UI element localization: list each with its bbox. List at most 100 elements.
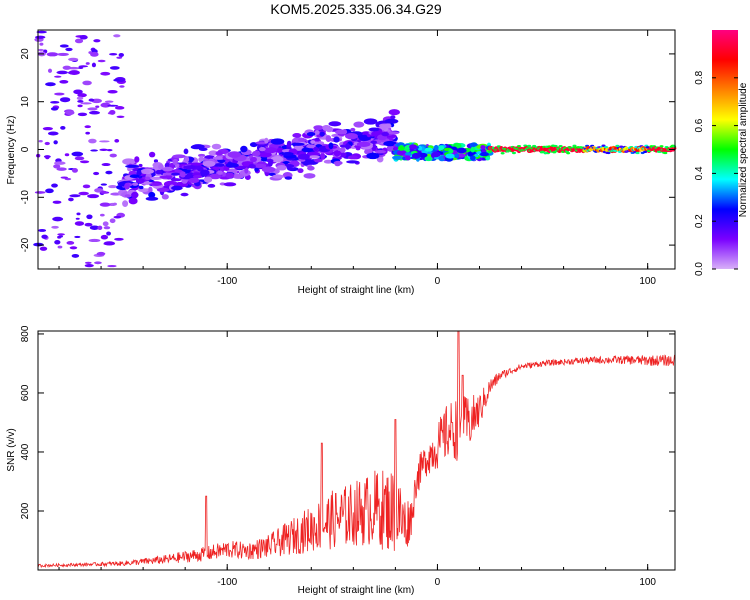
spectrogram-cell xyxy=(601,144,606,147)
spectrogram-cell xyxy=(558,144,563,148)
spectrogram-cell xyxy=(212,166,221,170)
spectrogram-cell xyxy=(270,138,285,145)
spectrogram-cell xyxy=(232,173,244,179)
spectrogram-cell xyxy=(328,121,342,127)
spectrogram-cell xyxy=(80,102,92,105)
snr-ytick-label: 200 xyxy=(20,502,31,519)
spectrogram-cell xyxy=(335,129,348,135)
spectrogram-cell xyxy=(77,104,83,108)
spectrogram-cell xyxy=(74,156,85,161)
spectrogram-cell xyxy=(334,162,341,167)
snr-ytick-label: 400 xyxy=(20,443,31,460)
spectrogram-cell xyxy=(180,192,189,197)
spectrogram-cell xyxy=(500,152,505,155)
spectrogram-cell xyxy=(356,141,371,147)
spectrogram-cell xyxy=(366,152,380,160)
spectrogram-cell xyxy=(301,147,314,153)
colorbar-gradient xyxy=(712,30,738,269)
spectrogram-cell xyxy=(511,151,516,155)
spectrogram-cell xyxy=(101,163,111,166)
snr-panel: -100 0 100 200 400 600 800 Height of straight … xyxy=(6,325,676,596)
spectrogram-cell xyxy=(313,125,324,131)
spectrogram-cell xyxy=(374,150,387,154)
spectrogram-cell xyxy=(65,110,75,115)
spectrogram-cell xyxy=(60,125,66,130)
spectrogram-cell xyxy=(114,139,120,143)
spectrogram-cell xyxy=(134,156,140,163)
spectrogram-cell xyxy=(606,151,611,155)
spectrogram-cell xyxy=(119,85,125,88)
spectrogram-cell xyxy=(480,152,489,157)
spectrogram-cell xyxy=(124,182,130,190)
spectrogram-cell xyxy=(107,89,118,94)
spectrogram-cell xyxy=(99,213,105,217)
spectrogram-cell xyxy=(191,144,205,150)
spectrogram-cell xyxy=(190,162,205,166)
spectrogram-cell xyxy=(487,150,492,153)
spectrogram-cell xyxy=(270,156,284,163)
spectrogram-cell xyxy=(57,52,69,56)
spectrogram-cell xyxy=(267,160,273,167)
spectrogram-xtick-label: -100 xyxy=(217,276,237,287)
spectrogram-cell xyxy=(109,53,118,56)
snr-xtick-label: 0 xyxy=(435,577,441,588)
spectrogram-cell xyxy=(368,127,380,132)
spectrogram-cell xyxy=(73,89,83,95)
spectrogram-cell xyxy=(249,142,258,148)
spectrogram-cell xyxy=(171,172,180,176)
spectrogram-cell xyxy=(208,150,218,156)
spectrogram-cell xyxy=(171,185,183,191)
spectrogram-cell xyxy=(456,147,467,154)
spectrogram-cell xyxy=(135,178,145,184)
spectrogram-cells xyxy=(33,30,677,268)
spectrogram-cell xyxy=(125,164,140,168)
spectrogram-cell xyxy=(306,144,316,149)
spectrogram-cell xyxy=(138,163,143,168)
spectrogram-cell xyxy=(184,155,190,163)
colorbar: 0.0 0.2 0.4 0.6 0.8 Normalized spectral ampl… xyxy=(694,30,749,276)
spectrogram-cell xyxy=(71,167,78,173)
colorbar-ticks: 0.0 0.2 0.4 0.6 0.8 xyxy=(694,70,738,276)
spectrogram-cell xyxy=(86,214,93,220)
spectrogram-cell xyxy=(438,145,445,150)
spectrogram-cell xyxy=(659,145,664,148)
spectrogram-cell xyxy=(540,150,545,153)
spectrogram-cell xyxy=(114,106,125,110)
spectrogram-cell xyxy=(223,182,237,187)
spectrogram-cell xyxy=(91,62,97,68)
spectrogram-cell xyxy=(308,155,321,159)
spectrogram-cell xyxy=(314,129,320,136)
spectrogram-xtick-label: 0 xyxy=(435,276,441,287)
spectrogram-cell xyxy=(77,99,84,103)
spectrogram-cell xyxy=(170,178,182,182)
colorbar-tick-label: 0.0 xyxy=(694,262,705,276)
spectrogram-cell xyxy=(397,145,405,151)
spectrogram-cell xyxy=(102,221,109,227)
spectrogram-cell xyxy=(292,133,302,138)
spectrogram-cell xyxy=(50,107,59,111)
spectrogram-cell xyxy=(45,155,50,160)
colorbar-tick-label: 0.2 xyxy=(694,214,705,228)
spectrogram-cell xyxy=(113,215,122,219)
spectrogram-cell xyxy=(470,155,476,161)
spectrogram-cell xyxy=(99,148,108,152)
snr-xlabel: Height of straight line (km) xyxy=(298,585,415,596)
spectrogram-cell xyxy=(223,166,230,172)
spectrogram-cell xyxy=(129,174,140,179)
spectrogram-cell xyxy=(387,131,400,135)
spectrogram-cell xyxy=(109,153,117,158)
spectrogram-cell xyxy=(57,233,65,236)
spectrogram-cell xyxy=(281,152,294,157)
spectrogram-cell xyxy=(88,238,101,243)
spectrogram-cell xyxy=(297,168,304,174)
spectrogram-cell xyxy=(663,151,668,155)
spectrogram-cell xyxy=(306,151,321,157)
spectrogram-cell xyxy=(476,144,482,149)
spectrogram-cell xyxy=(328,142,334,150)
spectrogram-cell xyxy=(99,140,110,143)
spectrogram-cell xyxy=(51,225,59,229)
spectrogram-cell xyxy=(159,175,173,179)
spectrogram-cell xyxy=(140,169,150,174)
spectrogram-cell xyxy=(155,169,163,175)
